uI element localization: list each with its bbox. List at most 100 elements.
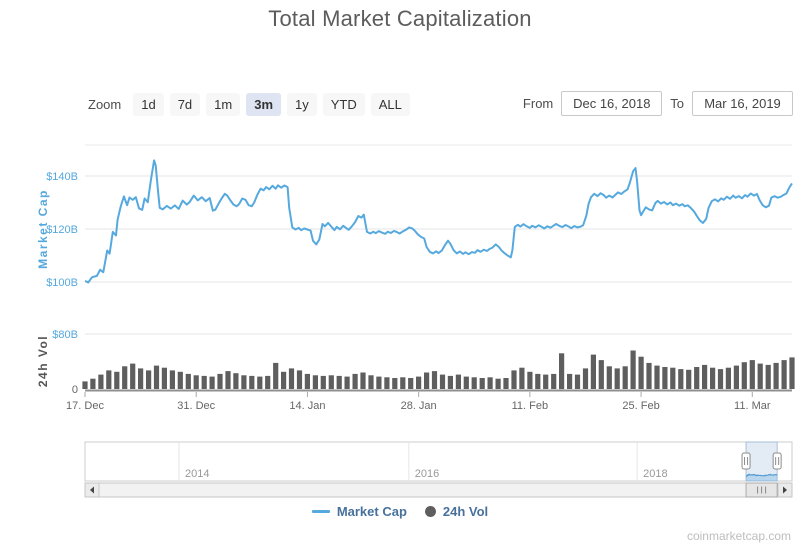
navigator-year-label: 2018 xyxy=(643,468,667,480)
from-label: From xyxy=(522,96,554,111)
volume-bar xyxy=(654,365,660,389)
volume-bar xyxy=(574,374,581,389)
volume-bar xyxy=(614,368,620,389)
zoom-button-ytd[interactable]: YTD xyxy=(322,93,365,116)
scrollbar-track[interactable] xyxy=(84,482,793,498)
volume-bar xyxy=(725,367,731,389)
legend: Market Cap 24h Vol xyxy=(0,504,800,519)
volume-bar xyxy=(368,375,374,390)
volume-bar xyxy=(495,378,501,389)
zoom-button-7d[interactable]: 7d xyxy=(169,93,201,116)
volume-bar xyxy=(90,378,96,389)
volume-bar xyxy=(201,375,207,389)
line-marker-icon xyxy=(311,510,330,513)
zoom-button-1y[interactable]: 1y xyxy=(287,93,317,116)
volume-bar xyxy=(416,376,422,389)
y-axis-title-market-cap: Market Cap xyxy=(36,189,50,269)
navigator-year-label: 2016 xyxy=(415,468,439,480)
volume-bar xyxy=(408,378,414,389)
volume-bar xyxy=(296,370,303,389)
volume-bar xyxy=(606,366,612,389)
volume-bar xyxy=(559,353,565,390)
legend-label: Market Cap xyxy=(336,504,407,519)
volume-bar xyxy=(670,367,676,389)
x-axis-tick-label: 11. Mar xyxy=(734,400,771,412)
market-cap-line xyxy=(84,159,793,284)
zoom-button-group: 1d 7d 1m 3m 1y YTD ALL xyxy=(130,93,413,116)
volume-bar xyxy=(439,374,446,389)
volume-bar xyxy=(82,381,88,389)
volume-bar xyxy=(384,377,390,389)
volume-bar xyxy=(630,350,636,389)
zoom-button-1m[interactable]: 1m xyxy=(206,93,241,116)
volume-bar xyxy=(344,376,350,389)
x-axis-tick-label: 25. Feb xyxy=(622,400,659,412)
volume-bar xyxy=(257,376,263,389)
x-axis-tick-label: 31. Dec xyxy=(177,400,215,412)
legend-item-24h-vol[interactable]: 24h Vol xyxy=(424,504,489,519)
to-date-input[interactable] xyxy=(692,91,793,116)
volume-bar xyxy=(265,375,271,389)
volume-bar xyxy=(741,362,747,389)
volume-bar xyxy=(352,373,358,389)
x-axis-tick-label: 17. Dec xyxy=(66,400,104,412)
volume-bar xyxy=(304,373,310,389)
volume-bar xyxy=(749,360,755,389)
volume-bar xyxy=(312,375,318,390)
y-axis-title-24h-vol: 24h Vol xyxy=(36,335,50,387)
volume-bar xyxy=(249,375,255,389)
legend-label: 24h Vol xyxy=(442,504,489,519)
volume-bar xyxy=(694,367,700,389)
zoom-button-3m[interactable]: 3m xyxy=(246,93,282,116)
date-range-controls: From To xyxy=(515,91,793,116)
volume-bar xyxy=(320,375,326,389)
volume-bar xyxy=(336,375,342,389)
to-label: To xyxy=(670,96,684,111)
volume-bar xyxy=(733,365,739,389)
volume-bar xyxy=(122,366,128,389)
volume-bar xyxy=(146,370,152,389)
navigator-year-label: 2014 xyxy=(185,468,209,480)
volume-bar xyxy=(153,365,160,389)
circle-marker-icon xyxy=(424,506,436,517)
navigator-handle-left[interactable] xyxy=(741,452,751,470)
volume-bar xyxy=(424,372,430,389)
volume-bar xyxy=(527,371,533,389)
volume-bar xyxy=(376,376,382,389)
volume-bars xyxy=(82,350,795,390)
volume-bar xyxy=(622,366,628,389)
navigator-track[interactable] xyxy=(84,441,793,482)
volume-bar xyxy=(463,376,469,389)
zoom-button-1d[interactable]: 1d xyxy=(133,93,164,116)
volume-bar xyxy=(789,357,795,389)
volume-bar xyxy=(710,367,716,389)
legend-item-market-cap[interactable]: Market Cap xyxy=(311,504,407,519)
volume-bar xyxy=(193,375,199,390)
volume-bar xyxy=(638,356,644,389)
x-axis-tick-label: 11. Feb xyxy=(512,400,549,412)
volume-bar xyxy=(543,374,549,389)
volume-bar xyxy=(360,372,366,389)
y-axis-tick-label: 0 xyxy=(72,384,78,396)
volume-bar xyxy=(209,376,215,389)
volume-bar xyxy=(582,368,589,389)
navigator-handle-right[interactable] xyxy=(772,452,782,470)
y-axis-tick-label: $120B xyxy=(46,224,78,236)
from-date-input[interactable] xyxy=(561,91,663,116)
volume-bar xyxy=(217,373,223,389)
volume-bar xyxy=(717,369,724,389)
x-axis-tick-label: 28. Jan xyxy=(401,400,437,412)
volume-bar xyxy=(678,369,684,389)
zoom-label: Zoom xyxy=(88,97,122,112)
volume-bar xyxy=(130,363,136,389)
volume-bar xyxy=(702,364,708,389)
y-axis-tick-label: $140B xyxy=(46,171,78,183)
volume-bar xyxy=(328,375,334,390)
volume-bar xyxy=(185,373,191,389)
volume-bar xyxy=(281,371,287,389)
zoom-button-all[interactable]: ALL xyxy=(370,93,410,116)
navigator-mini-area xyxy=(746,474,778,481)
volume-bar xyxy=(138,368,144,389)
volume-bar xyxy=(590,354,596,389)
